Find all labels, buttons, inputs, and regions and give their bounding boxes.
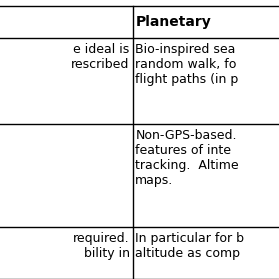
Text: required.
bility in: required. bility in xyxy=(73,232,130,260)
Text: Non-GPS-based.
features of inte
tracking.  Altime
maps.: Non-GPS-based. features of inte tracking… xyxy=(135,129,239,187)
Text: Bio-inspired sea
random walk, fo
flight paths (in p: Bio-inspired sea random walk, fo flight … xyxy=(135,43,239,86)
Text: In particular for b
altitude as comp: In particular for b altitude as comp xyxy=(135,232,244,260)
Text: e ideal is
rescribed: e ideal is rescribed xyxy=(71,43,130,71)
Text: Planetary: Planetary xyxy=(135,15,211,29)
